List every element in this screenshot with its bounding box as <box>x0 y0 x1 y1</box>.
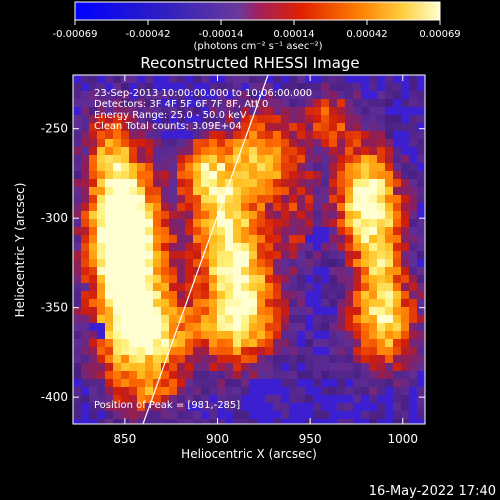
emission-map <box>73 75 425 424</box>
colorbar-gradient <box>74 1 441 21</box>
colorbar-tick-label: 0.00069 <box>419 29 460 40</box>
x-axis-label: Heliocentric X (arcsec) <box>181 447 317 461</box>
x-tick-label: 900 <box>206 432 229 446</box>
colorbar-tick-label: -0.00014 <box>199 29 244 40</box>
y-tick-label: -400 <box>41 390 68 404</box>
y-axis-label: Heliocentric Y (arcsec) <box>13 183 27 318</box>
colorbar-tick-label: -0.00042 <box>126 29 171 40</box>
y-tick-label: -250 <box>41 122 68 136</box>
info-line-3: Energy Range: 25.0 - 50.0 keV <box>94 110 247 121</box>
x-tick-label: 1000 <box>387 432 418 446</box>
colorbar-tick-label: 0.00042 <box>346 29 387 40</box>
y-tick-label: -350 <box>41 301 68 315</box>
colorbar: -0.00069 -0.00042 -0.00014 0.00014 0.00042 0.… <box>53 1 461 52</box>
image-area <box>73 75 425 424</box>
colorbar-tick-label: 0.00014 <box>273 29 314 40</box>
peak-position-label: Position of Peak = [981,-285] <box>94 400 240 411</box>
colorbar-ticks <box>74 20 441 25</box>
y-tick-label: -300 <box>41 211 68 225</box>
colorbar-unit-label: (photons cm⁻² s⁻¹ asec⁻²) <box>193 41 322 52</box>
y-axis: -250 -300 -350 -400 <box>41 122 425 404</box>
footer-timestamp: 16-May-2022 17:40 <box>369 484 496 499</box>
info-line-1: 23-Sep-2013 10:00:00.000 to 10:06:00.000 <box>94 88 312 99</box>
colorbar-tick-labels: -0.00069 -0.00042 -0.00014 0.00014 0.00042 0.… <box>53 29 461 40</box>
x-tick-label: 850 <box>113 432 136 446</box>
info-line-2: Detectors: 3F 4F 5F 6F 7F 8F, Att 0 <box>94 99 268 110</box>
solar-limb-line <box>142 75 269 424</box>
colorbar-tick-label: -0.00069 <box>53 29 98 40</box>
image-frame <box>72 74 426 425</box>
x-axis: 850 900 950 1000 <box>113 75 418 446</box>
info-line-4: Clean Total counts: 3.09E+04 <box>94 121 242 132</box>
x-tick-label: 950 <box>299 432 322 446</box>
image-title: Reconstructed RHESSI Image <box>140 54 359 72</box>
info-block: 23-Sep-2013 10:00:00.000 to 10:06:00.000… <box>94 88 312 132</box>
